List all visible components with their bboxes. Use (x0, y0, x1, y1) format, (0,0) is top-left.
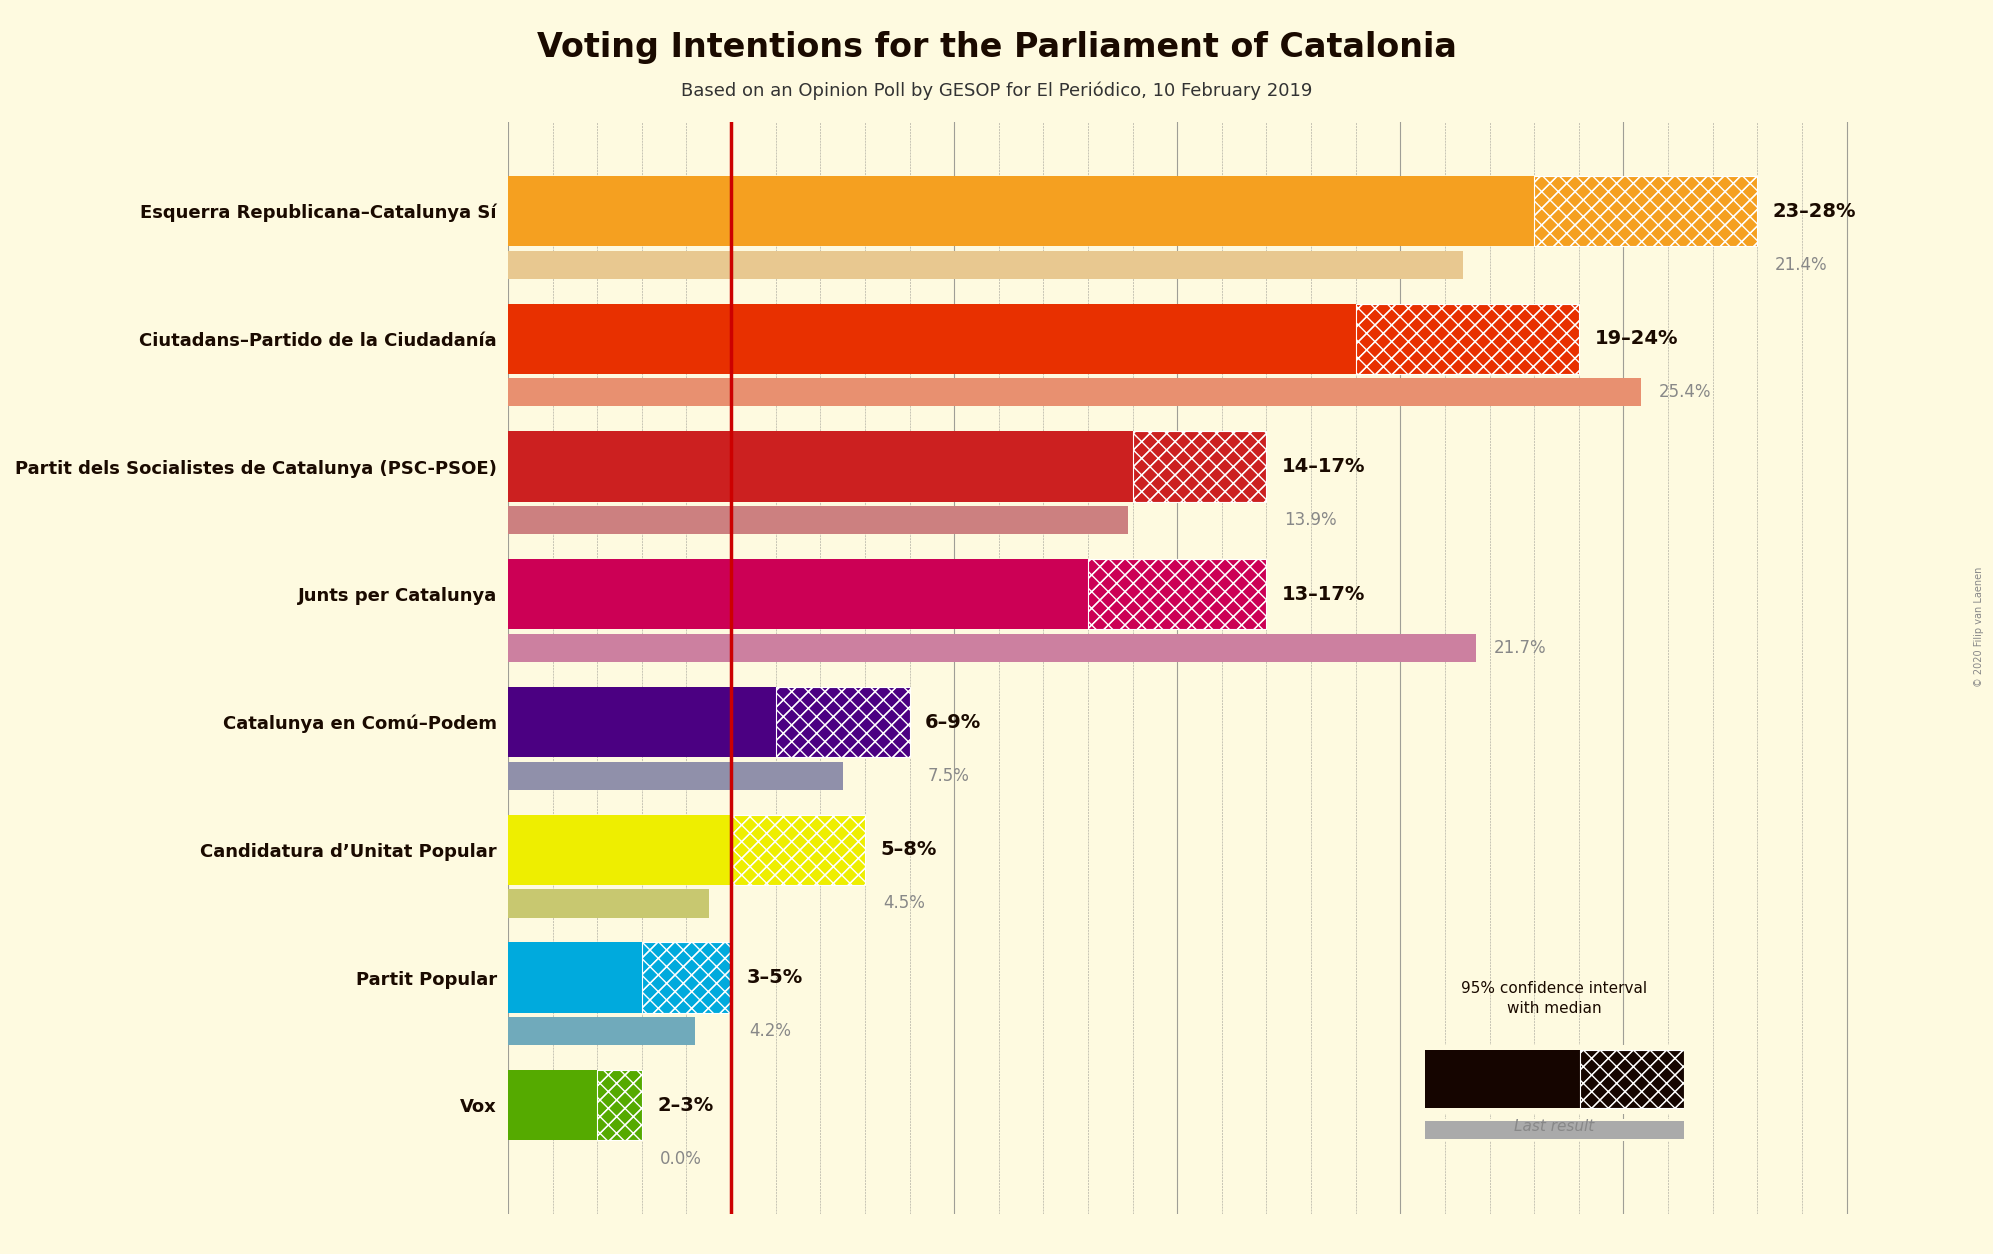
Text: 21.7%: 21.7% (1495, 640, 1547, 657)
Bar (1088, 559, 1266, 630)
Text: Based on an Opinion Poll by GESOP for El Periódico, 10 February 2019: Based on an Opinion Poll by GESOP for El… (682, 82, 1311, 100)
Text: 25.4%: 25.4% (1658, 384, 1712, 401)
Bar (508, 303, 1355, 374)
Bar (508, 379, 1642, 406)
Text: 3–5%: 3–5% (747, 968, 803, 987)
Bar (1580, 1050, 1684, 1109)
Text: 14–17%: 14–17% (1281, 456, 1365, 477)
Text: 95% confidence interval
with median: 95% confidence interval with median (1461, 981, 1648, 1016)
Bar (1132, 431, 1266, 502)
Text: 5–8%: 5–8% (881, 840, 937, 859)
Text: Last result: Last result (1515, 1119, 1594, 1134)
Bar (508, 635, 1477, 662)
Bar (508, 431, 1132, 502)
Bar (508, 1070, 598, 1140)
Bar (598, 1070, 642, 1140)
Bar (1355, 303, 1578, 374)
Bar (775, 687, 909, 757)
Bar (642, 943, 731, 1013)
Text: Voting Intentions for the Parliament of Catalonia: Voting Intentions for the Parliament of … (536, 31, 1457, 64)
Bar (642, 943, 731, 1013)
Bar (1425, 1050, 1580, 1109)
Text: 21.4%: 21.4% (1776, 256, 1828, 273)
Bar (1425, 1121, 1684, 1139)
Bar (775, 687, 909, 757)
Bar (508, 889, 710, 918)
Bar (1132, 431, 1266, 502)
Bar (508, 507, 1128, 534)
Text: 13.9%: 13.9% (1283, 512, 1337, 529)
Bar (508, 761, 843, 790)
Bar (731, 815, 865, 885)
Text: 4.2%: 4.2% (749, 1022, 791, 1041)
Bar (731, 815, 865, 885)
Text: © 2020 Filip van Laenen: © 2020 Filip van Laenen (1973, 567, 1985, 687)
Bar (1355, 303, 1578, 374)
Bar (508, 176, 1535, 246)
Bar (508, 687, 775, 757)
Text: 7.5%: 7.5% (927, 766, 969, 785)
Bar (1535, 176, 1758, 246)
Text: 19–24%: 19–24% (1594, 330, 1678, 349)
Bar (1535, 176, 1758, 246)
Bar (508, 559, 1088, 630)
Bar (508, 1017, 696, 1046)
Bar (1088, 559, 1266, 630)
Text: 23–28%: 23–28% (1774, 202, 1855, 221)
Text: 4.5%: 4.5% (883, 894, 925, 913)
Bar (1580, 1050, 1684, 1109)
Text: 0.0%: 0.0% (660, 1150, 702, 1167)
Bar (598, 1070, 642, 1140)
Bar (508, 251, 1463, 278)
Bar (508, 943, 642, 1013)
Text: 2–3%: 2–3% (658, 1096, 713, 1115)
Text: 6–9%: 6–9% (925, 712, 981, 731)
Bar (508, 815, 731, 885)
Text: 13–17%: 13–17% (1281, 584, 1365, 603)
